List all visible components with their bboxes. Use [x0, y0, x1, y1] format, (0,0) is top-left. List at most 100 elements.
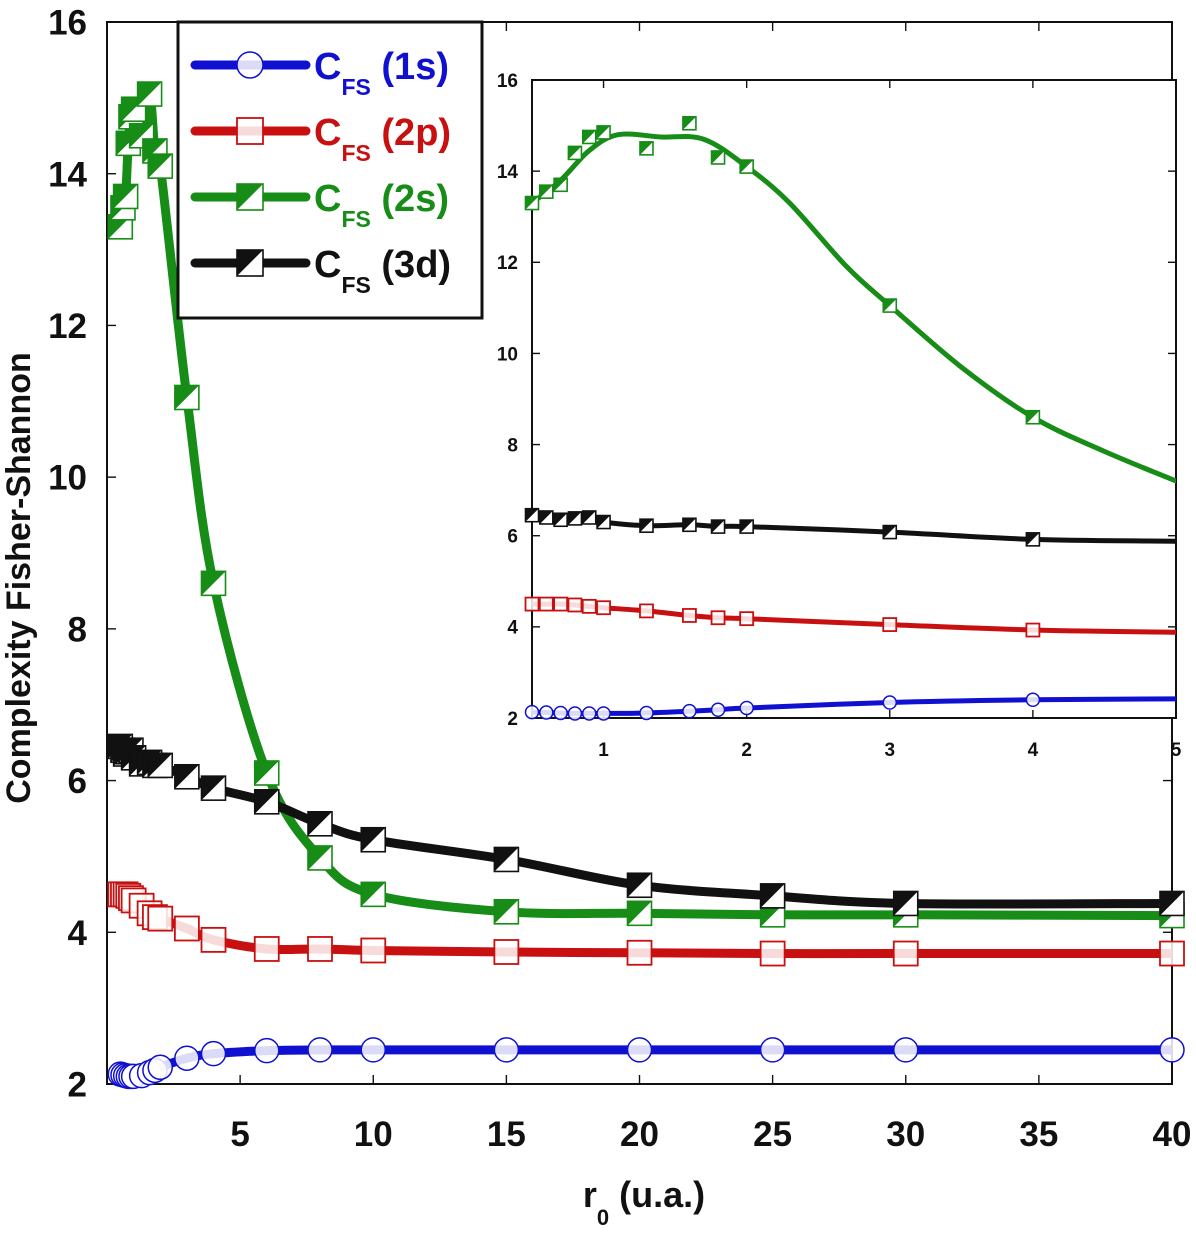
main-x-tick-label: 40	[1153, 1115, 1192, 1154]
inset-x-tick-label: 1	[598, 740, 609, 761]
inset-y-tick-label: 2	[507, 709, 518, 730]
inset-y-tick-label: 6	[507, 527, 518, 548]
inset-s2p-point	[581, 598, 597, 614]
main-s2s-point	[200, 570, 227, 597]
inset-s1s-point	[524, 704, 540, 720]
inset-y-tick-label: 10	[497, 344, 518, 365]
main-s2p-point	[253, 936, 280, 962]
inset-s2s-point	[596, 125, 611, 140]
inset-x-tick-label: 3	[884, 740, 895, 761]
main-x-tick-label: 25	[753, 1115, 792, 1154]
inset-s3d-point	[581, 510, 597, 525]
inset-s1s-point	[1025, 692, 1041, 708]
main-s2s-point	[626, 900, 653, 927]
main-s1s-point	[307, 1037, 333, 1063]
legend-label: CFS (2p)	[314, 112, 451, 166]
main-s1s-point	[893, 1037, 919, 1063]
inset-s3d-point	[539, 510, 554, 525]
inset-s3d-point	[710, 519, 726, 534]
main-s2s-point	[136, 81, 163, 107]
inset-s2s-point	[539, 184, 554, 199]
main-x-tick-label: 5	[230, 1115, 249, 1154]
main-y-tick-label: 2	[68, 1066, 87, 1105]
main-s3d-point	[147, 752, 174, 779]
inset-s2s-point	[524, 195, 540, 211]
legend-marker	[236, 183, 264, 211]
inset-s1s-point	[639, 705, 654, 721]
inset-y-tick-label: 16	[497, 71, 518, 92]
inset-s1s-point	[567, 706, 583, 721]
inset-s2s-point	[710, 150, 726, 165]
main-s2p-point	[1159, 940, 1185, 967]
inset-s2s-point	[553, 177, 568, 193]
legend-label: CFS (2s)	[314, 178, 449, 232]
legend-entry-s2s: CFS (2s)	[190, 178, 449, 232]
inset-s2s-point	[639, 141, 654, 156]
legend-entry-s3d: CFS (3d)	[190, 244, 451, 298]
main-s2p-point	[759, 940, 786, 967]
inset-s2s-point	[567, 145, 583, 161]
inset-s2p-point	[567, 597, 583, 613]
main-s3d-point	[200, 775, 227, 801]
main-y-tick-label: 14	[48, 155, 87, 194]
inset-s1s-point	[596, 706, 611, 721]
legend-entry-s2p: CFS (2p)	[190, 112, 451, 166]
inset-x-tick-label: 5	[1171, 740, 1182, 761]
main-s1s-point	[493, 1037, 520, 1063]
inset-s2p-point	[710, 610, 726, 626]
legend-marker	[236, 51, 264, 79]
main-s2p-point	[360, 937, 387, 964]
legend-marker	[236, 117, 264, 145]
inset-s3d-point	[739, 519, 754, 534]
main-s2s-point	[147, 153, 174, 179]
inset-s2p-point	[682, 608, 697, 623]
inset-s2p-point	[553, 596, 569, 612]
main-s1s-point	[1159, 1037, 1185, 1063]
main-s1s-point	[626, 1037, 653, 1063]
inset-s2s-point	[882, 298, 898, 313]
main-s1s-point	[360, 1037, 386, 1063]
main-s3d-point	[253, 789, 280, 815]
main-s2p-point	[892, 940, 919, 967]
inset-s1s-point	[553, 705, 568, 721]
inset-s2p-point	[739, 611, 755, 627]
main-s1s-point	[254, 1037, 280, 1064]
main-s1s-point	[200, 1040, 227, 1067]
main-s2p-point	[200, 926, 227, 953]
inset-s2s-point	[581, 129, 597, 145]
main-s2s-point	[174, 384, 200, 411]
inset-s1s-point	[539, 705, 554, 720]
main-s2p-point	[147, 905, 174, 932]
inset-s1s-point	[682, 703, 697, 719]
main-s3d-point	[892, 890, 919, 917]
inset-s2s-point	[682, 115, 697, 131]
x-axis-title-tail: (u.a.)	[609, 1174, 705, 1215]
x-axis-title: r0 (u.a.)	[583, 1174, 705, 1230]
main-s3d-point	[1159, 890, 1185, 917]
main-s3d-point	[626, 872, 653, 899]
main-y-tick-label: 16	[48, 4, 87, 43]
legend-label: CFS (3d)	[314, 244, 451, 298]
main-s1s-point	[147, 1054, 173, 1081]
inset-y-tick-label: 14	[497, 162, 519, 183]
y-axis-title: Complexity Fisher-Shannon	[0, 352, 38, 804]
inset-x-tick-label: 2	[741, 740, 752, 761]
main-x-tick-label: 35	[1019, 1115, 1058, 1154]
main-y-tick-label: 12	[48, 307, 87, 346]
inset-y-tick-label: 12	[497, 253, 518, 274]
main-s2p-point	[307, 936, 333, 962]
inset-s3d-point	[682, 517, 697, 533]
main-s3d-point	[759, 883, 786, 909]
main-s2s-point	[307, 845, 333, 871]
main-s3d-point	[493, 846, 520, 873]
inset-s3d-point	[639, 518, 654, 533]
inset-s1s-point	[739, 700, 754, 716]
inset-s3d-point	[882, 524, 898, 540]
legend-entry-s1s: CFS (1s)	[190, 46, 449, 100]
main-y-tick-label: 4	[68, 914, 88, 953]
main-s2s-point	[493, 899, 520, 925]
inset-s2p-point	[1025, 622, 1041, 638]
inset-s3d-point	[553, 512, 568, 528]
